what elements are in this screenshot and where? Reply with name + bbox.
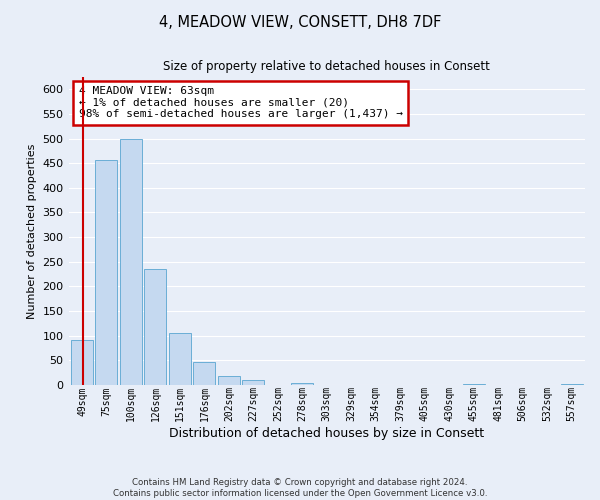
Text: 4, MEADOW VIEW, CONSETT, DH8 7DF: 4, MEADOW VIEW, CONSETT, DH8 7DF [159, 15, 441, 30]
Bar [242, 380, 265, 385]
Bar [95, 160, 118, 385]
Bar [120, 138, 142, 385]
Title: Size of property relative to detached houses in Consett: Size of property relative to detached ho… [163, 60, 490, 73]
Bar [71, 340, 93, 385]
Bar [560, 384, 583, 385]
Bar [169, 333, 191, 385]
Bar [193, 362, 215, 385]
X-axis label: Distribution of detached houses by size in Consett: Distribution of detached houses by size … [169, 427, 484, 440]
Y-axis label: Number of detached properties: Number of detached properties [27, 143, 37, 318]
Text: Contains HM Land Registry data © Crown copyright and database right 2024.
Contai: Contains HM Land Registry data © Crown c… [113, 478, 487, 498]
Bar [218, 376, 240, 385]
Text: 4 MEADOW VIEW: 63sqm
← 1% of detached houses are smaller (20)
98% of semi-detach: 4 MEADOW VIEW: 63sqm ← 1% of detached ho… [79, 86, 403, 120]
Bar [291, 383, 313, 385]
Bar [145, 269, 166, 385]
